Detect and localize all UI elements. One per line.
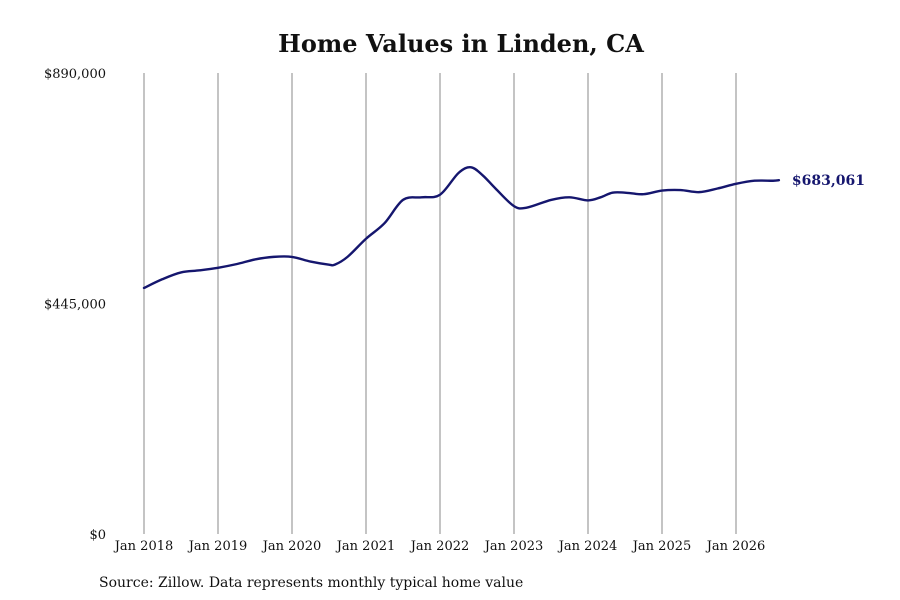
x-tick-label: Jan 2024 [557,539,618,554]
vertical-gridlines [143,73,737,534]
end-value-labels: $683,061 [792,173,865,189]
series-line-0 [142,166,781,290]
chart-title: Home Values in Linden, CA [278,29,644,58]
x-tick-label: Jan 2023 [483,539,544,554]
x-axis-tick-labels: Jan 2018 Jan 2019 Jan 2020 Jan 2021 Jan 2022… [113,539,766,554]
y-tick-label: $0 [89,528,106,543]
x-tick-label: Jan 2018 [113,539,174,554]
series-lines [142,166,781,290]
y-axis-tick-labels: $0 $445,000 $890,000 [44,67,106,543]
y-tick-label: $890,000 [44,67,106,82]
x-tick-label: Jan 2026 [705,539,766,554]
end-value-label: $683,061 [792,173,865,189]
x-tick-label: Jan 2021 [335,539,396,554]
x-tick-label: Jan 2022 [409,539,470,554]
x-tick-label: Jan 2020 [261,539,322,554]
source-note: Source: Zillow. Data represents monthly … [99,575,523,591]
x-tick-label: Jan 2025 [631,539,692,554]
x-tick-label: Jan 2019 [187,539,248,554]
y-tick-label: $445,000 [44,298,106,313]
